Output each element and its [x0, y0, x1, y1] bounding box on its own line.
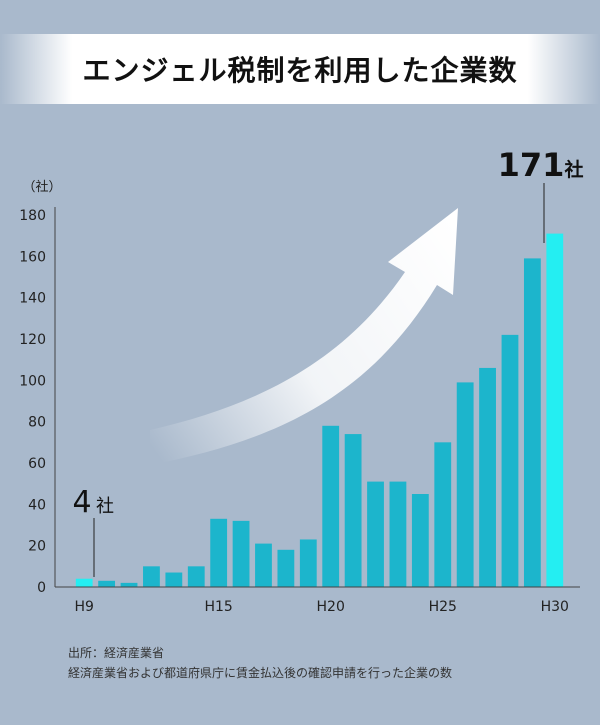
bar-H16: [232, 520, 250, 587]
y-tick-label: 20: [28, 539, 46, 555]
bars: [75, 233, 564, 587]
bar-H24: [411, 494, 429, 587]
y-tick-label: 80: [28, 415, 46, 431]
callout-last-number: 171: [498, 146, 565, 184]
bar-H30: [546, 233, 564, 587]
y-tick-label: 100: [19, 373, 46, 389]
x-tick-label: H15: [204, 599, 232, 615]
x-axis-ticks: H9 H15 H20 H25 H30: [74, 599, 568, 615]
y-tick-label: 60: [28, 456, 46, 472]
source-line-1: 出所：経済産業省: [68, 646, 165, 660]
bar-H10: [98, 580, 116, 587]
bar-H26: [456, 382, 474, 587]
x-tick-label: H30: [541, 599, 569, 615]
callout-first-number: 4: [72, 485, 91, 520]
growth-arrow-icon: [150, 208, 458, 465]
bar-H9: [75, 578, 93, 587]
bar-H29: [523, 258, 541, 587]
source-note: 出所：経済産業省 経済産業省および都道府県庁に賃金払込後の確認申請を行った企業の…: [68, 643, 452, 683]
bar-H15: [210, 518, 228, 587]
chart-title: エンジェル税制を利用した企業数: [82, 54, 518, 87]
callout-last: 171 社: [498, 146, 584, 243]
y-tick-label: 0: [37, 580, 46, 596]
y-tick-label: 180: [19, 208, 46, 224]
y-tick-label: 40: [28, 497, 46, 513]
x-tick-label: H20: [317, 599, 345, 615]
y-tick-label: 160: [19, 249, 46, 265]
bar-H23: [389, 481, 407, 587]
bar-H13: [165, 572, 183, 587]
callout-last-unit: 社: [563, 158, 583, 181]
bar-H21: [344, 434, 362, 587]
bar-H14: [187, 566, 205, 587]
bar-H20: [322, 425, 340, 587]
callout-first-unit: 社: [96, 496, 114, 517]
bar-H19: [299, 539, 317, 587]
x-tick-label: H9: [74, 599, 93, 615]
y-tick-label: 140: [19, 291, 46, 307]
bar-H28: [501, 334, 519, 587]
title-band: エンジェル税制を利用した企業数: [0, 34, 600, 104]
bar-H25: [434, 442, 452, 587]
bar-H27: [479, 367, 496, 587]
y-axis-ticks: 0 20 40 60 80 100 120 140 160 180: [19, 208, 46, 596]
y-tick-label: 120: [19, 332, 46, 348]
bar-H18: [277, 549, 295, 587]
source-line-2: 経済産業省および都道府県庁に賃金払込後の確認申請を行った企業の数: [68, 666, 453, 680]
y-axis-unit-label: （社）: [22, 179, 61, 195]
bar-H22: [367, 481, 384, 587]
bar-H12: [143, 566, 160, 587]
x-tick-label: H25: [429, 599, 457, 615]
bar-H11: [120, 582, 138, 587]
bar-H17: [255, 543, 272, 587]
callout-first: 4 社: [72, 485, 114, 577]
